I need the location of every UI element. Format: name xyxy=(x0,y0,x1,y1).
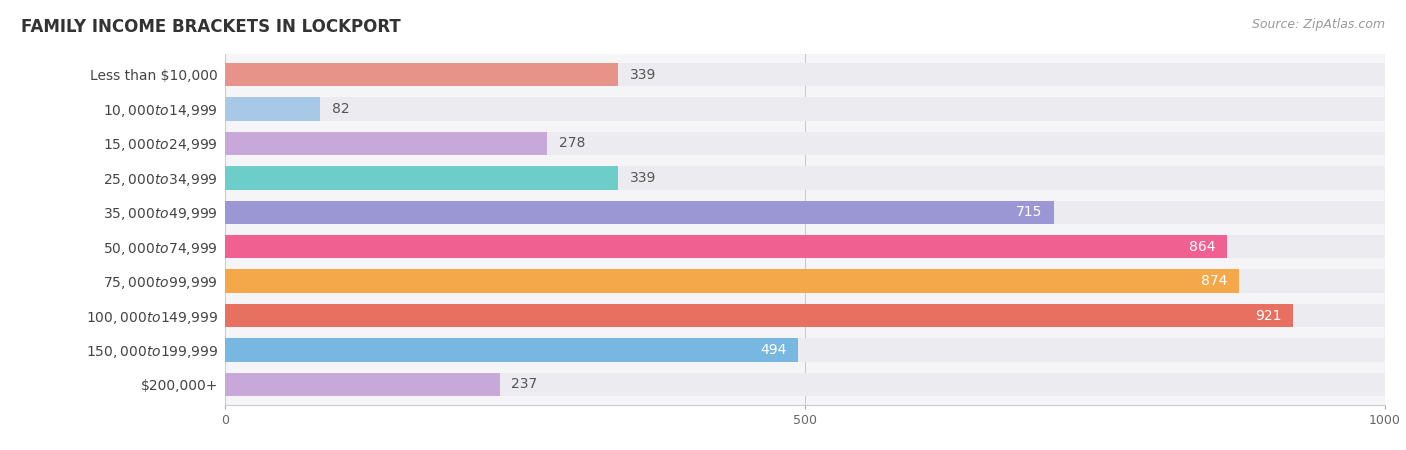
Bar xyxy=(225,373,1385,396)
Bar xyxy=(225,235,1385,258)
Text: 82: 82 xyxy=(332,102,349,116)
Bar xyxy=(225,373,501,396)
Bar xyxy=(225,270,1239,293)
Text: 494: 494 xyxy=(761,343,786,357)
Bar xyxy=(225,63,619,86)
Bar xyxy=(225,338,799,362)
Bar xyxy=(225,97,321,121)
Bar xyxy=(225,132,547,155)
Bar xyxy=(225,304,1294,327)
Bar xyxy=(225,166,619,189)
Text: 339: 339 xyxy=(630,171,657,185)
Text: 921: 921 xyxy=(1256,309,1282,323)
Bar xyxy=(225,304,1385,327)
Text: FAMILY INCOME BRACKETS IN LOCKPORT: FAMILY INCOME BRACKETS IN LOCKPORT xyxy=(21,18,401,36)
Text: 237: 237 xyxy=(512,378,537,392)
Text: 874: 874 xyxy=(1201,274,1227,288)
Bar xyxy=(225,201,1054,224)
Bar xyxy=(225,235,1227,258)
Text: 278: 278 xyxy=(560,136,585,150)
Text: 339: 339 xyxy=(630,68,657,81)
Bar xyxy=(225,132,1385,155)
Bar xyxy=(225,338,1385,362)
Bar xyxy=(225,270,1385,293)
Text: 864: 864 xyxy=(1189,240,1216,254)
Text: Source: ZipAtlas.com: Source: ZipAtlas.com xyxy=(1251,18,1385,31)
Bar xyxy=(225,63,1385,86)
Bar xyxy=(225,166,1385,189)
Bar xyxy=(225,201,1385,224)
Text: 715: 715 xyxy=(1017,205,1043,219)
Bar xyxy=(225,97,1385,121)
